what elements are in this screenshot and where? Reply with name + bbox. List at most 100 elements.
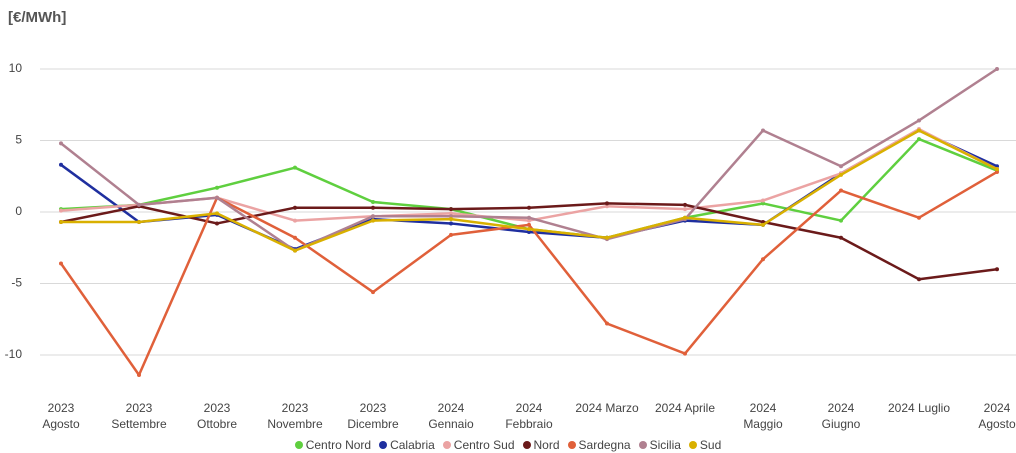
x-tick-label: 2024 Agosto	[978, 401, 1016, 431]
point	[527, 230, 531, 235]
point	[449, 207, 453, 212]
x-tick-label: 2024 Luglio	[887, 401, 951, 415]
point	[605, 235, 609, 240]
x-tick-label: 2023 Ottobre	[196, 401, 238, 431]
point	[449, 214, 453, 219]
point	[371, 218, 375, 223]
y-tick-label: -10	[5, 347, 23, 361]
y-tick-label: -5	[11, 276, 22, 290]
point	[293, 248, 297, 253]
point	[917, 137, 921, 142]
point	[527, 215, 531, 220]
point	[59, 208, 63, 213]
point	[527, 218, 531, 223]
point	[293, 235, 297, 240]
point	[293, 218, 297, 223]
point	[917, 277, 921, 282]
point	[605, 201, 609, 206]
legend-label: Calabria	[390, 438, 435, 452]
legend-label: Sardegna	[578, 438, 631, 452]
point	[371, 290, 375, 295]
legend-item: Centro Nord	[294, 438, 372, 452]
point	[371, 199, 375, 204]
point	[59, 162, 63, 167]
x-tick-label: 2024 Aprile	[654, 401, 716, 415]
legend-label: Nord	[533, 438, 560, 452]
y-tick-label: 10	[9, 61, 23, 75]
x-tick-label: 2024 Maggio	[743, 401, 783, 431]
point	[683, 207, 687, 212]
x-tick-label: 2024 Giugno	[821, 401, 861, 431]
legend-item: Sud	[688, 438, 722, 452]
legend-item: Sardegna	[567, 438, 631, 452]
point	[839, 218, 843, 223]
point	[995, 167, 999, 172]
point	[917, 118, 921, 123]
point	[137, 220, 141, 225]
point	[683, 351, 687, 356]
point	[995, 267, 999, 272]
legend-marker	[379, 441, 388, 449]
point	[605, 204, 609, 209]
point	[839, 172, 843, 177]
point	[761, 222, 765, 227]
legend-label: Centro Sud	[453, 438, 515, 452]
series-line	[59, 170, 998, 377]
point	[215, 195, 219, 200]
point	[527, 227, 531, 232]
legend-marker	[522, 441, 531, 449]
point	[995, 67, 999, 71]
legend-marker	[688, 441, 697, 449]
legend-label: Sicilia	[649, 438, 681, 452]
x-tick-label: 2023 Agosto	[42, 401, 80, 431]
x-tick-label: 2024 Gennaio	[428, 401, 474, 431]
legend-item: Nord	[522, 438, 560, 452]
point	[527, 222, 531, 227]
point	[449, 217, 453, 222]
point	[137, 373, 141, 378]
x-tick-label: 2024 Marzo	[575, 401, 639, 415]
point	[995, 169, 999, 174]
chart-title: [€/MWh]	[8, 9, 66, 26]
point	[839, 235, 843, 240]
point	[761, 257, 765, 262]
y-tick-label: 0	[15, 204, 22, 218]
legend-item: Centro Sud	[442, 438, 515, 452]
legend-item: Sicilia	[638, 438, 681, 452]
point	[59, 220, 63, 225]
point	[59, 261, 63, 266]
legend-marker	[442, 441, 451, 449]
x-tick-label: 2023 Dicembre	[347, 401, 399, 431]
point	[761, 128, 765, 133]
point	[449, 211, 453, 216]
point	[449, 232, 453, 237]
legend: Centro Nord Calabria Centro Sud Nord Sardegn…	[0, 438, 1016, 452]
point	[215, 185, 219, 190]
point	[215, 221, 219, 226]
y-tick-label: 5	[15, 133, 22, 147]
point	[605, 321, 609, 326]
x-tick-label: 2023 Settembre	[111, 401, 167, 431]
point	[59, 141, 63, 146]
legend-marker	[294, 441, 303, 449]
point	[839, 188, 843, 193]
point	[683, 215, 687, 220]
point	[215, 211, 219, 216]
point	[917, 215, 921, 220]
legend-item: Calabria	[379, 438, 435, 452]
point	[683, 202, 687, 207]
point	[761, 198, 765, 203]
legend-marker	[567, 441, 576, 449]
point	[371, 205, 375, 210]
legend-label: Centro Nord	[305, 438, 372, 452]
point	[839, 164, 843, 169]
point	[527, 205, 531, 210]
x-tick-label: 2023 Novembre	[267, 401, 323, 431]
legend-label: Sud	[699, 438, 722, 452]
point	[293, 165, 297, 170]
point	[293, 205, 297, 210]
point	[137, 202, 141, 207]
x-tick-label: 2024 Febbraio	[505, 401, 553, 431]
